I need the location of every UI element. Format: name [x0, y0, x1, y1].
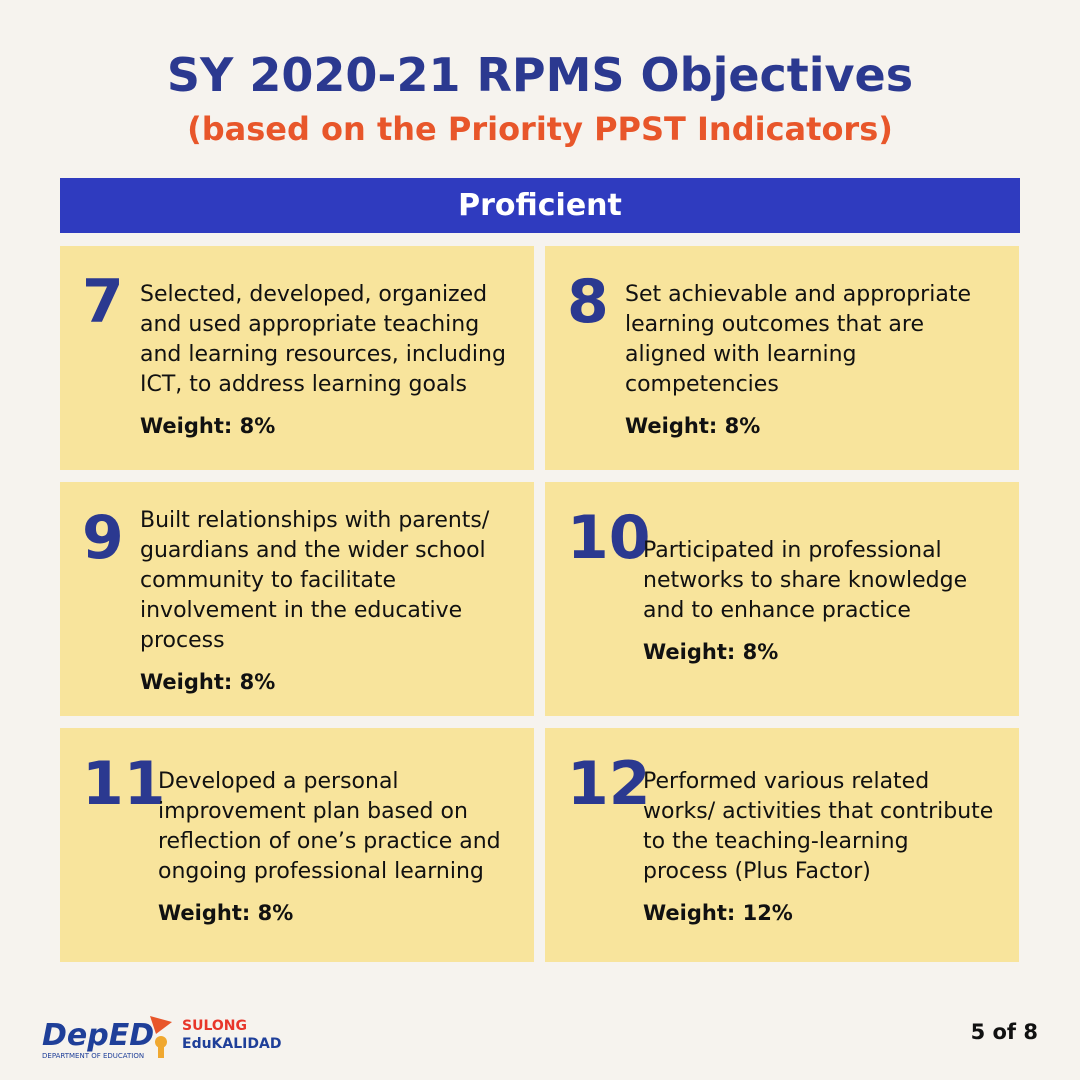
logo-edukalidad: EduKALIDAD: [182, 1036, 282, 1052]
card-number: 12: [567, 749, 651, 819]
card-number: 11: [82, 749, 166, 819]
card: 7 Selected, developed, organized and used…: [60, 246, 534, 470]
card-text: Built relationships with parents/ guardi…: [140, 508, 490, 653]
logo-deped-sub: DEPARTMENT OF EDUCATION: [42, 1052, 145, 1060]
card-number: 7: [82, 267, 124, 337]
card-body: Performed various related works/ activit…: [643, 767, 997, 925]
card-body: Developed a personal improvement plan ba…: [158, 767, 512, 925]
logo-sulong: SULONG: [182, 1018, 247, 1034]
card: 11 Developed a personal improvement plan …: [60, 728, 534, 962]
card: 9 Built relationships with parents/ guard…: [60, 482, 534, 716]
card: 8 Set achievable and appropriate learning…: [545, 246, 1019, 470]
card-weight: Weight: 8%: [625, 414, 761, 438]
logo-icon: [150, 1016, 172, 1058]
card-body: Participated in professional networks to…: [643, 536, 997, 664]
card-text: Set achievable and appropriate learning …: [625, 282, 971, 397]
title: SY 2020-21 RPMS Objectives: [166, 48, 914, 102]
card-body: Set achievable and appropriate learning …: [625, 280, 997, 438]
card-text: Performed various related works/ activit…: [643, 769, 994, 884]
card-weight: Weight: 8%: [643, 640, 779, 664]
card-weight: Weight: 8%: [140, 670, 276, 694]
card-body: Selected, developed, organized and used …: [140, 280, 512, 438]
logo-deped: DepED: [42, 1018, 155, 1053]
card-weight: Weight: 8%: [140, 414, 276, 438]
subtitle: (based on the Priority PPST Indicators): [187, 110, 893, 148]
card-text: Developed a personal improvement plan ba…: [158, 769, 501, 884]
card-body: Built relationships with parents/ guardi…: [140, 506, 512, 694]
card-weight: Weight: 12%: [643, 901, 793, 925]
card-number: 8: [567, 267, 609, 337]
card-number: 10: [567, 503, 651, 573]
page-number: 5 of 8: [970, 1020, 1038, 1044]
card-text: Selected, developed, organized and used …: [140, 282, 506, 397]
card-text: Participated in professional networks to…: [643, 538, 968, 623]
card-number: 9: [82, 503, 124, 573]
card: 10 Participated in professional networks …: [545, 482, 1019, 716]
card-weight: Weight: 8%: [158, 901, 294, 925]
card: 12 Performed various related works/ activ…: [545, 728, 1019, 962]
section-title: Proficient: [60, 178, 1020, 233]
